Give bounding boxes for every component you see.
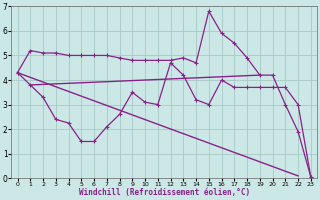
X-axis label: Windchill (Refroidissement éolien,°C): Windchill (Refroidissement éolien,°C)	[79, 188, 250, 197]
